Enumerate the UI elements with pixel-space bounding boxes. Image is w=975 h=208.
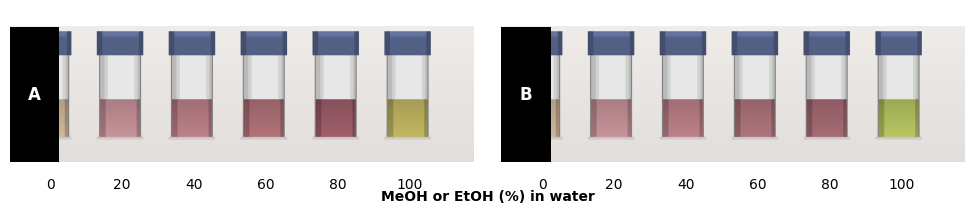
Text: 60: 60 bbox=[749, 178, 766, 192]
Text: 80: 80 bbox=[330, 178, 347, 192]
Text: 0: 0 bbox=[537, 178, 546, 192]
Text: 100: 100 bbox=[397, 178, 423, 192]
Text: B: B bbox=[520, 86, 532, 104]
Text: 20: 20 bbox=[113, 178, 131, 192]
FancyBboxPatch shape bbox=[10, 27, 59, 162]
Text: 40: 40 bbox=[185, 178, 203, 192]
Text: 80: 80 bbox=[821, 178, 838, 192]
Text: MeOH or EtOH (%) in water: MeOH or EtOH (%) in water bbox=[380, 190, 595, 204]
Text: 100: 100 bbox=[888, 178, 915, 192]
FancyBboxPatch shape bbox=[501, 27, 551, 162]
Text: 40: 40 bbox=[677, 178, 694, 192]
Text: 0: 0 bbox=[46, 178, 55, 192]
Text: A: A bbox=[28, 86, 41, 104]
Text: 60: 60 bbox=[257, 178, 275, 192]
Text: 20: 20 bbox=[605, 178, 623, 192]
